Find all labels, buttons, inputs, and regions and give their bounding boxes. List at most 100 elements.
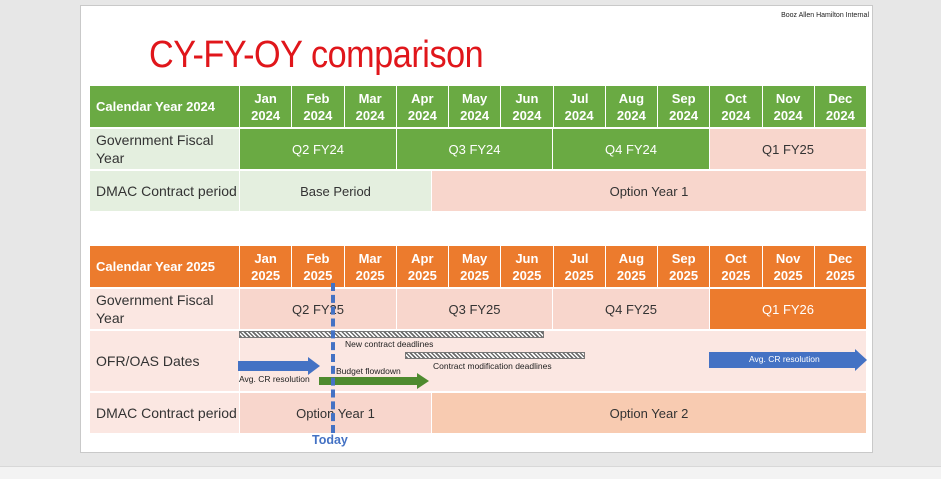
calendar-year-2024-header: Calendar Year 2024 [90,86,239,127]
gov-fiscal-label: Government Fiscal Year [90,289,239,329]
month-aug: Aug 2025 [604,246,657,287]
new-deadlines-hatch [239,331,544,338]
month-name: Mar [358,90,382,106]
month-year: 2024 [773,107,803,123]
month-jul: Jul 2025 [552,246,605,287]
month-name: Nov [775,90,801,106]
month-apr: Apr 2025 [395,246,448,287]
month-year: 2025 [407,267,437,283]
month-year: 2025 [355,267,385,283]
month-feb: Feb 2024 [291,86,344,127]
avg-cr-arrow-right [709,349,867,371]
month-nov: Nov 2025 [761,246,814,287]
month-year: 2025 [773,267,803,283]
dmac-label: DMAC Contract period [90,393,239,433]
dmac-label: DMAC Contract period [90,171,239,211]
month-year: 2025 [825,267,855,283]
option-year-2: Option Year 2 [431,393,866,433]
base-period: Base Period [239,171,431,211]
quarter-q4-fy24: Q4 FY24 [552,129,709,169]
today-label: Today [312,433,348,447]
month-dec: Dec 2025 [813,246,866,287]
month-name: Dec [828,250,853,266]
month-aug: Aug 2024 [604,86,657,127]
brand-label: Booz Allen Hamilton Internal [781,12,869,19]
month-may: May 2025 [448,246,501,287]
month-apr: Apr 2024 [395,86,448,127]
month-year: 2024 [407,107,437,123]
bottom-bar [0,466,941,479]
contract-mod-label: Contract modification deadlines [433,361,552,371]
dmac-row-2025: DMAC Contract period Option Year 1 Optio… [90,393,866,433]
month-sep: Sep 2025 [657,246,710,287]
quarter-q3-fy24: Q3 FY24 [396,129,552,169]
month-year: 2025 [564,267,594,283]
month-oct: Oct 2024 [709,86,762,127]
month-year: 2024 [616,107,646,123]
month-name: Jun [515,90,539,106]
month-name: Aug [618,90,645,106]
quarter-q1-fy26: Q1 FY26 [709,289,866,329]
month-year: 2024 [512,107,542,123]
option-year-1-2024: Option Year 1 [431,171,866,211]
quarter-q1-fy25: Q1 FY25 [709,129,866,169]
month-name: Feb [306,90,330,106]
month-name: Jan [254,90,277,106]
month-name: Feb [306,250,330,266]
month-jun: Jun 2024 [500,86,553,127]
month-may: May 2024 [448,86,501,127]
today-line [331,283,335,433]
month-name: Oct [725,90,747,106]
month-jun: Jun 2025 [500,246,553,287]
month-year: 2024 [460,107,490,123]
month-feb: Feb 2025 [291,246,344,287]
calendar-year-2025-header: Calendar Year 2025 [90,246,239,287]
month-name: Jun [515,250,539,266]
avg-cr-arrow-left [238,357,320,375]
month-year: 2024 [669,107,699,123]
month-year: 2025 [251,267,281,283]
month-year: 2024 [355,107,385,123]
month-mar: Mar 2025 [343,246,396,287]
month-name: Sep [671,90,696,106]
month-name: May [461,90,488,106]
month-oct: Oct 2025 [709,246,762,287]
month-year: 2025 [460,267,490,283]
month-year: 2024 [251,107,281,123]
month-year: 2024 [303,107,333,123]
month-name: Jan [254,250,277,266]
month-dec: Dec 2024 [813,86,866,127]
month-name: Nov [775,250,801,266]
month-year: 2025 [669,267,699,283]
option-year-1-2025: Option Year 1 [239,393,431,433]
new-deadlines-label: New contract deadlines [345,339,434,349]
month-year: 2024 [825,107,855,123]
month-name: Oct [725,250,747,266]
budget-flowdown-label: Budget flowdown [336,366,401,376]
slide-title: CY-FY-OY comparison [149,34,484,76]
month-year: 2024 [564,107,594,123]
avg-cr-left-label: Avg. CR resolution [239,374,310,384]
slide: Booz Allen Hamilton Internal CY-FY-OY co… [80,5,873,453]
contract-mod-hatch [405,352,585,359]
month-year: 2025 [512,267,542,283]
month-jul: Jul 2024 [552,86,605,127]
avg-cr-right-label: Avg. CR resolution [749,354,820,364]
month-jan: Jan 2025 [239,246,292,287]
month-year: 2025 [303,267,333,283]
month-sep: Sep 2024 [657,86,710,127]
month-name: Aug [618,250,645,266]
month-name: Mar [358,250,382,266]
month-year: 2024 [721,107,751,123]
gov-fiscal-row-2025: Government Fiscal Year Q2 FY25 Q3 FY25 Q… [90,289,866,329]
month-name: Apr [411,250,434,266]
month-name: Jul [569,250,589,266]
month-name: Sep [671,250,696,266]
month-jan: Jan 2024 [239,86,292,127]
month-name: Apr [411,90,434,106]
quarter-q4-fy25: Q4 FY25 [552,289,709,329]
month-name: Jul [569,90,589,106]
budget-flowdown-arrow [319,373,429,389]
header-row-2025: Calendar Year 2025 Jan 2025 Feb 2025 Mar 2025… [90,246,866,287]
month-name: Dec [828,90,853,106]
